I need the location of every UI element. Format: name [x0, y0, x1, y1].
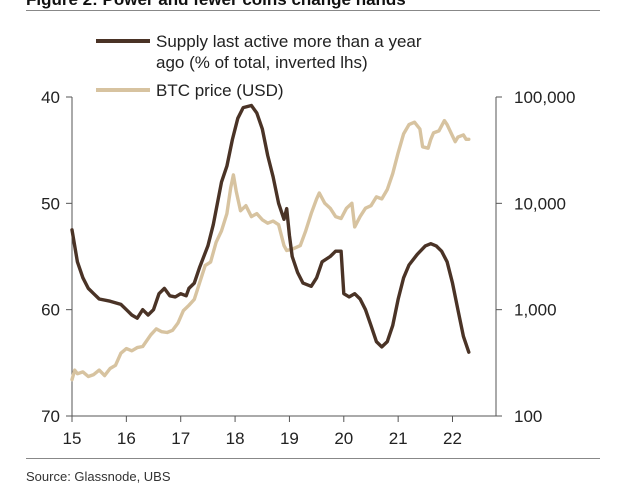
x-tick-label: 20: [334, 429, 353, 448]
source-note: Source: Glassnode, UBS: [26, 469, 171, 484]
legend-btc-label: BTC price (USD): [156, 81, 284, 100]
x-tick-label: 17: [171, 429, 190, 448]
legend-supply-label: Supply last active more than a year: [156, 32, 422, 51]
supply-series-line: [70, 103, 471, 354]
x-tick-label: 19: [280, 429, 299, 448]
x-tick-label: 22: [443, 429, 462, 448]
figure-title: Figure 2: Power and fewer coins change h…: [26, 0, 406, 10]
legend-supply-label-line2: ago (% of total, inverted lhs): [156, 53, 368, 72]
right-tick-label: 1,000: [514, 301, 557, 320]
x-tick-label: 16: [117, 429, 136, 448]
left-tick-label: 40: [41, 88, 60, 107]
x-tick-label: 21: [389, 429, 408, 448]
legend: Supply last active more than a year ago (…: [96, 32, 422, 100]
x-tick-label: 18: [226, 429, 245, 448]
right-tick-label: 10,000: [514, 194, 566, 213]
left-tick-label: 60: [41, 301, 60, 320]
top-rule: [26, 10, 600, 11]
left-tick-label: 70: [41, 407, 60, 426]
series-layer: [70, 103, 471, 382]
right-tick-label: 100: [514, 407, 542, 426]
x-tick-label: 15: [63, 429, 82, 448]
right-tick-label: 100,000: [514, 88, 575, 107]
bottom-rule: [26, 458, 600, 459]
axes-layer: 40 50 60 70 100 1,000 10,000 100,000 15 16 17 18 19 2…: [41, 88, 575, 448]
btc-price-series-line: [70, 118, 471, 382]
left-tick-label: 50: [41, 194, 60, 213]
